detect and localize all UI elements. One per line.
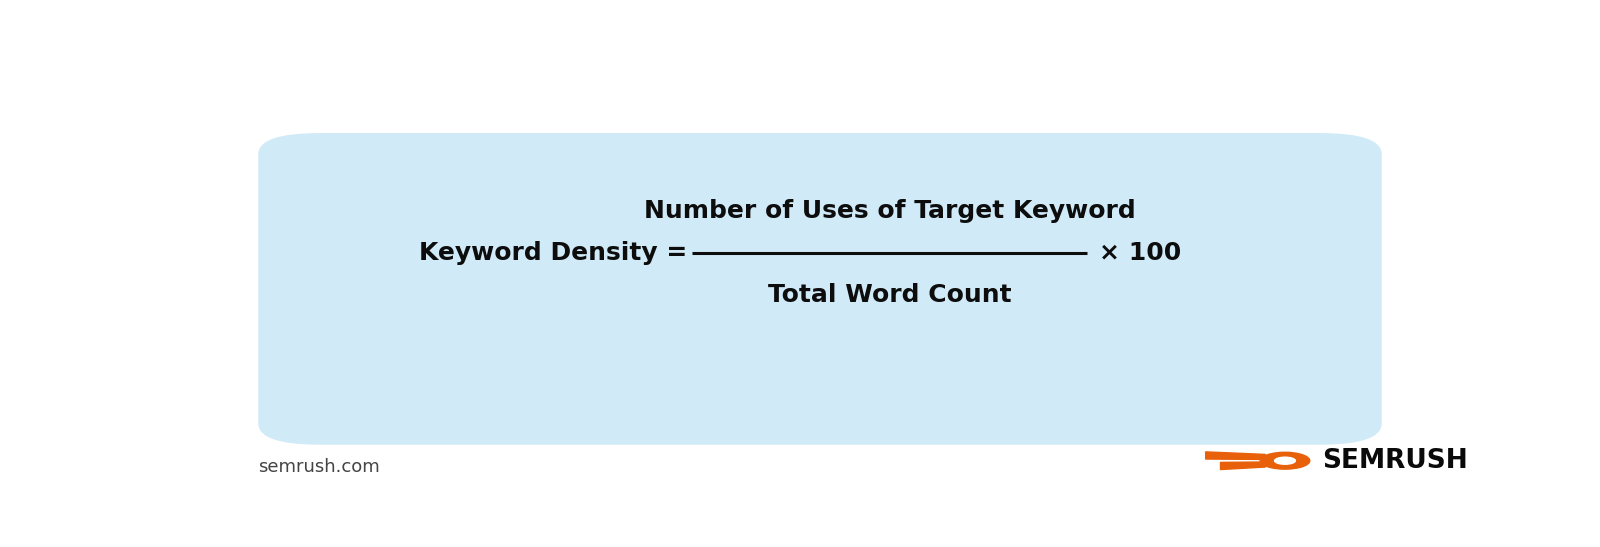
FancyBboxPatch shape: [258, 133, 1382, 445]
Text: Keyword Density =: Keyword Density =: [419, 241, 688, 265]
Polygon shape: [1206, 452, 1266, 459]
Circle shape: [1261, 452, 1310, 469]
Text: Total Word Count: Total Word Count: [768, 283, 1011, 307]
Text: semrush.com: semrush.com: [258, 458, 381, 475]
Polygon shape: [1221, 462, 1266, 469]
Text: SEMRUSH: SEMRUSH: [1322, 447, 1467, 474]
Circle shape: [1275, 457, 1296, 464]
Text: Number of Uses of Target Keyword: Number of Uses of Target Keyword: [643, 199, 1136, 223]
Text: × 100: × 100: [1099, 241, 1181, 265]
